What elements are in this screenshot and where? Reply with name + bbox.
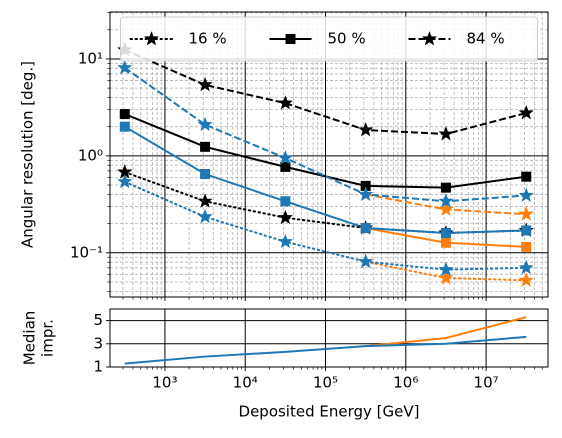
marker <box>440 182 451 193</box>
marker <box>521 225 532 236</box>
marker <box>197 76 213 92</box>
marker <box>197 208 213 224</box>
series-line <box>124 48 527 136</box>
legend-label: 16 % <box>189 30 227 48</box>
marker <box>438 201 454 216</box>
x-tick-label: 10⁴ <box>233 374 258 392</box>
y-axis-label: impr. <box>39 319 57 357</box>
marker <box>518 259 534 275</box>
axes-frame <box>109 308 549 368</box>
series-line <box>124 113 527 189</box>
y-tick-label: 10⁰ <box>78 146 103 164</box>
marker <box>518 187 534 202</box>
marker <box>521 171 532 182</box>
y-tick-label: 5 <box>93 311 103 329</box>
x-axis-label: Deposited Energy [GeV] <box>239 403 420 421</box>
legend-box <box>120 16 538 62</box>
y-tick-label: 1 <box>93 358 103 376</box>
series-line <box>124 335 527 365</box>
marker <box>277 150 293 165</box>
legend-label: 50 % <box>328 30 366 48</box>
marker <box>200 169 211 180</box>
marker <box>358 186 374 201</box>
marker <box>438 193 454 208</box>
marker <box>360 180 371 191</box>
marker <box>440 237 451 248</box>
y-tick-label: 10¹ <box>78 49 103 67</box>
marker <box>119 121 130 132</box>
marker <box>197 193 213 208</box>
marker <box>285 34 296 44</box>
series-line <box>365 316 527 348</box>
marker <box>518 105 534 120</box>
marker <box>277 95 293 110</box>
legend-label: 84 % <box>467 30 505 48</box>
marker <box>358 253 374 269</box>
marker <box>438 261 454 277</box>
marker <box>280 196 291 207</box>
marker <box>277 233 293 249</box>
x-tick-label: 10⁷ <box>474 374 499 392</box>
marker <box>521 241 532 252</box>
axes-frame <box>109 11 549 298</box>
plot-area <box>124 316 527 365</box>
series-line <box>124 125 527 235</box>
marker <box>200 141 211 152</box>
marker <box>518 272 534 287</box>
marker <box>197 116 213 132</box>
y-axis-label: Median <box>21 311 39 366</box>
marker <box>438 270 454 285</box>
plot-area <box>123 48 528 282</box>
marker <box>438 126 454 141</box>
marker <box>119 109 130 120</box>
series-line <box>124 66 527 203</box>
x-tick-label: 10⁵ <box>313 374 338 392</box>
marker <box>117 59 133 75</box>
y-tick-label: 3 <box>93 334 103 352</box>
marker <box>518 206 534 221</box>
x-tick-label: 10⁶ <box>393 374 418 392</box>
marker <box>360 223 371 234</box>
y-tick-label: 10⁻¹ <box>70 243 103 261</box>
x-tick-label: 10³ <box>152 374 177 392</box>
marker <box>358 122 374 137</box>
marker <box>277 209 293 225</box>
marker <box>280 161 291 172</box>
marker <box>421 31 438 46</box>
marker <box>117 173 133 189</box>
marker <box>143 31 160 46</box>
y-axis-label: Angular resolution [deg.] <box>19 61 37 248</box>
marker <box>440 228 451 239</box>
